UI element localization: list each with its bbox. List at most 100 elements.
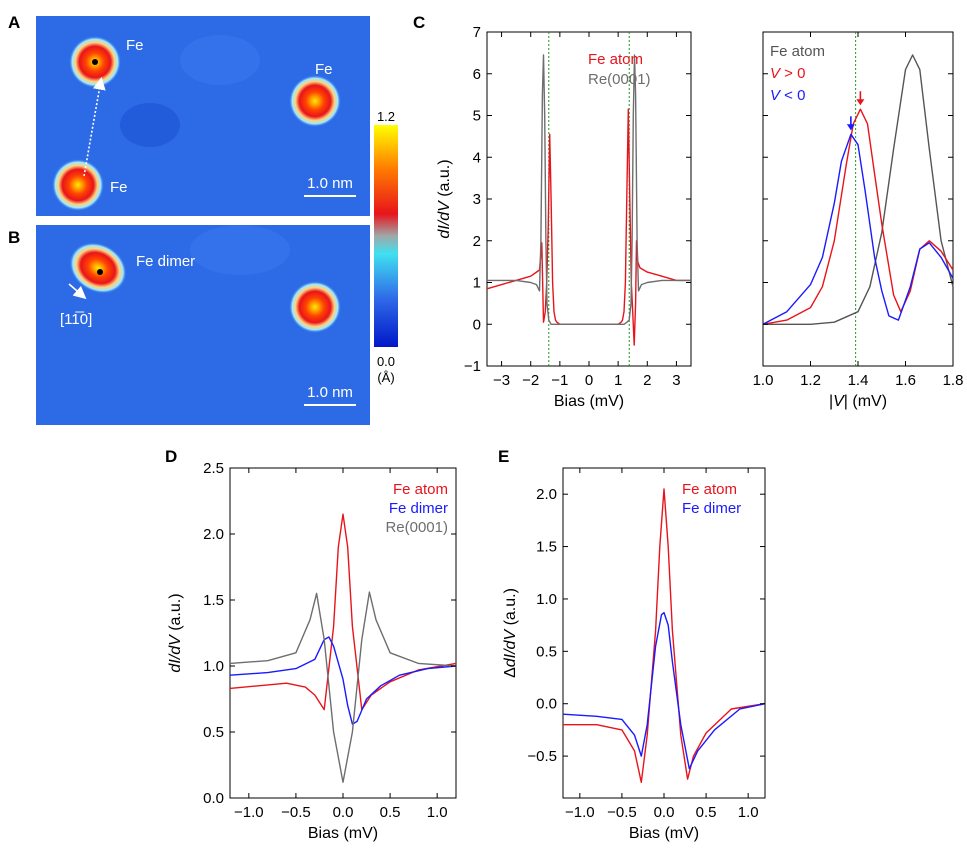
x-tick-label: 2 (643, 372, 651, 389)
x-tick-label: 1.0 (753, 372, 774, 389)
direction-label: [11̅0] (60, 311, 92, 328)
x-tick-label: 1.0 (738, 804, 759, 821)
y-tick-label: 1.5 (536, 539, 557, 556)
y-tick-label: 3 (473, 191, 481, 208)
legend-entry: V < 0 (770, 87, 805, 104)
colorbar-unit: (Å) (377, 370, 394, 385)
x-tick-label: 0.5 (380, 804, 401, 821)
colorbar-max: 1.2 (377, 109, 395, 124)
y-tick-label: 1.0 (203, 658, 224, 675)
chart-d: −1.0 −0.5 0.0 0.5 1.0 0.0 0.5 1.0 1.5 2.0 2.5 Bias … (167, 460, 457, 842)
x-tick-label: −2 (522, 372, 539, 389)
x-tick-label: −3 (493, 372, 510, 389)
x-tick-label: 1.4 (848, 372, 869, 389)
peak-arrow-head (846, 124, 855, 131)
legend-entry: Re(0001) (588, 71, 651, 88)
series-line (229, 513, 457, 711)
x-tick-label: 0 (585, 372, 593, 389)
x-tick-label: 0.0 (654, 804, 675, 821)
x-tick-label: 1.0 (427, 804, 448, 821)
stm-image-a: Fe Fe Fe 1.0 nm (36, 16, 370, 216)
x-tick-label: 1.6 (895, 372, 916, 389)
plot-frame (762, 31, 954, 367)
chart-c-left: −3 −2 −1 0 1 2 3 −1 0 1 2 3 4 5 6 7 Bias (mV) dI/dV (a.u.… (436, 24, 692, 410)
y-tick-label: 2.0 (203, 526, 224, 543)
panel-letter-b: B (8, 228, 20, 247)
series-line (229, 591, 457, 783)
x-tick-label: 1 (614, 372, 622, 389)
y-tick-label: 5 (473, 108, 481, 125)
chart-c-right: 1.0 1.2 1.4 1.6 1.8 |V| (mV) Fe atom V > 0 V < 0 (753, 31, 963, 410)
panel-letter-a: A (8, 13, 20, 32)
fe-atom-blob (289, 281, 341, 333)
y-tick-label: 2.5 (203, 460, 224, 477)
x-tick-label: 0.0 (333, 804, 354, 821)
panel-letter-c: C (413, 13, 425, 32)
fe-dimer-label: Fe dimer (136, 253, 195, 270)
x-tick-label: −1.0 (565, 804, 595, 821)
series-line (563, 488, 766, 783)
legend-entry: Fe atom (588, 51, 643, 68)
peak-arrow-head (856, 99, 865, 106)
series-line (229, 636, 457, 725)
fe-label-right: Fe (315, 61, 333, 78)
direction-arrow (68, 283, 87, 300)
stm-image-b: Fe dimer [11̅0] 1.0 nm (36, 225, 370, 425)
y-tick-label: 1 (473, 275, 481, 292)
y-tick-label: −1 (464, 358, 481, 375)
y-tick-label: 4 (473, 149, 481, 166)
scale-bar-label: 1.0 nm (307, 175, 353, 192)
y-tick-label: −0.5 (527, 748, 557, 765)
legend-entry: Re(0001) (385, 519, 448, 536)
chart-e: −1.0 −0.5 0.0 0.5 1.0 −0.5 0.0 0.5 1.0 1.5 2.0 Bias… (502, 467, 766, 842)
y-tick-label: 2 (473, 233, 481, 250)
legend-entry: Fe atom (770, 43, 825, 60)
x-tick-label: 0.5 (696, 804, 717, 821)
y-axis-label: dI/dV (a.u.) (436, 159, 453, 238)
legend-entry: Fe atom (682, 481, 737, 498)
x-tick-label: −1 (551, 372, 568, 389)
y-tick-label: 0.0 (203, 790, 224, 807)
panel-letter-d: D (165, 447, 177, 466)
series-line (486, 108, 691, 346)
series-line (487, 54, 691, 325)
displacement-arrow (83, 76, 106, 177)
x-axis-label: Bias (mV) (629, 825, 699, 842)
series-line (762, 133, 954, 325)
y-tick-label: 7 (473, 24, 481, 41)
series-line (762, 108, 954, 325)
y-tick-label: 1.5 (203, 592, 224, 609)
y-tick-label: 2.0 (536, 486, 557, 503)
x-tick-label: −0.5 (607, 804, 637, 821)
y-tick-label: 0.5 (536, 643, 557, 660)
series-line (763, 54, 954, 325)
x-tick-label: −1.0 (234, 804, 264, 821)
fe-label-bottom: Fe (110, 179, 128, 196)
y-tick-label: 6 (473, 66, 481, 83)
fe-atom-blob (289, 75, 341, 127)
fe-atom-blob (52, 159, 104, 211)
legend-entry: Fe atom (393, 481, 448, 498)
y-tick-label: 1.0 (536, 591, 557, 608)
x-tick-label: 1.2 (800, 372, 821, 389)
x-axis-label: |V| (mV) (829, 393, 887, 410)
colorbar: 1.2 0.0 (Å) (374, 109, 398, 385)
y-tick-label: 0 (473, 316, 481, 333)
y-axis-label: dI/dV (a.u.) (167, 593, 184, 672)
colorbar-min: 0.0 (377, 354, 395, 369)
fe-dimer-blob (69, 242, 127, 294)
legend-entry: V > 0 (770, 65, 805, 82)
series-line (562, 611, 766, 770)
plot-frame (562, 467, 766, 799)
x-axis-label: Bias (mV) (308, 825, 378, 842)
legend-entry: Fe dimer (682, 500, 741, 517)
x-tick-label: −0.5 (281, 804, 311, 821)
panel-letter-e: E (498, 447, 509, 466)
scale-bar-label: 1.0 nm (307, 384, 353, 401)
legend-entry: Fe dimer (389, 500, 448, 517)
x-tick-label: 3 (672, 372, 680, 389)
y-tick-label: 0.5 (203, 724, 224, 741)
y-tick-label: 0.0 (536, 696, 557, 713)
y-axis-label: ΔdI/dV (a.u.) (502, 588, 519, 678)
